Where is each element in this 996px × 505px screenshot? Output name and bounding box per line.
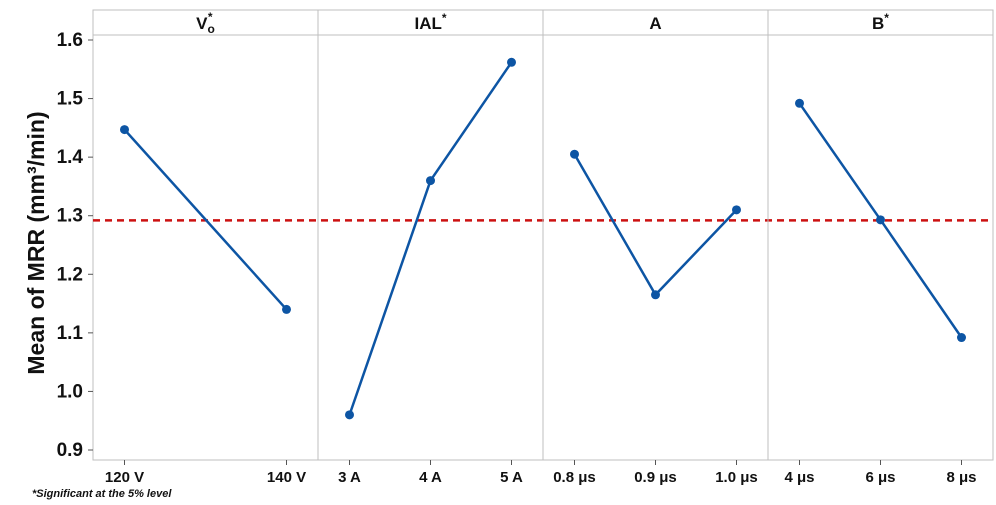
plot-area: 0.91.01.11.21.31.41.51.6Vo*120 V 140 VIAL… xyxy=(57,9,994,486)
x-tick-label: 0.8 μs xyxy=(553,469,596,486)
x-tick-label: 0.9 μs xyxy=(634,469,677,486)
y-tick-label: 0.9 xyxy=(57,440,83,461)
data-point xyxy=(795,98,804,108)
data-point xyxy=(282,304,291,314)
panel-title: A xyxy=(649,14,661,33)
x-tick-label: 4 μs xyxy=(784,469,814,486)
data-point xyxy=(651,290,660,300)
data-point xyxy=(426,176,435,186)
panel-title-superscript: * xyxy=(442,11,447,25)
y-tick-label: 1.5 xyxy=(57,89,84,110)
x-tick-label: 3 A xyxy=(338,469,361,486)
y-tick-label: 1.3 xyxy=(57,206,83,227)
y-tick-label: 1.1 xyxy=(57,323,84,344)
x-tick-label: 120 V xyxy=(105,469,144,486)
y-tick-label: 1.6 xyxy=(57,30,83,51)
panel-title-main: IAL xyxy=(414,14,441,33)
panel-title-superscript: * xyxy=(884,11,889,25)
x-tick-label: 1.0 μs xyxy=(715,469,758,486)
series-line xyxy=(348,61,513,416)
series-line xyxy=(573,153,738,297)
y-axis-label: Mean of MRR (mm³/min) xyxy=(23,111,49,374)
x-tick-label: 6 μs xyxy=(865,469,895,486)
x-tick-label: 4 A xyxy=(419,469,442,486)
panel-title-subscript: o xyxy=(208,22,215,36)
data-point xyxy=(570,149,579,159)
data-point xyxy=(120,125,129,135)
footnote: *Significant at the 5% level xyxy=(32,488,172,500)
series-line xyxy=(123,128,288,311)
data-point xyxy=(345,410,354,420)
panel-title: B* xyxy=(872,11,889,33)
panel-title-superscript: * xyxy=(208,10,213,24)
data-point xyxy=(957,333,966,343)
y-tick-label: 1.0 xyxy=(57,381,83,402)
panel-title-main: B xyxy=(872,14,884,33)
panel-title-main: A xyxy=(649,14,661,33)
data-point xyxy=(732,205,741,215)
data-point xyxy=(876,215,885,225)
panel-title: Vo* xyxy=(196,10,215,36)
y-tick-label: 1.4 xyxy=(57,147,84,168)
panel-title: IAL* xyxy=(414,11,446,33)
panel-title-main: V xyxy=(196,14,208,33)
y-tick-label: 1.2 xyxy=(57,264,83,285)
x-tick-label: 5 A xyxy=(500,469,523,486)
x-tick-label: 140 V xyxy=(267,469,306,486)
data-point xyxy=(507,57,516,67)
x-tick-label: 8 μs xyxy=(946,469,976,486)
